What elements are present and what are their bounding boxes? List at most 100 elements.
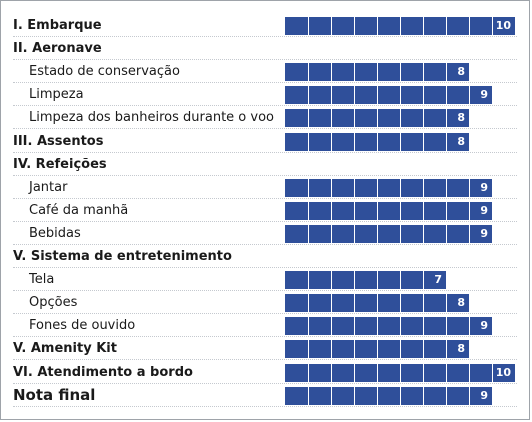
category-label: V. Amenity Kit [13,341,117,357]
row-gridline [13,59,517,61]
category-label: Tela [29,272,55,288]
category-label: III. Assentos [13,133,104,149]
bar-segment-divider [331,386,332,405]
score-value: 9 [480,203,488,217]
bar-segment-divider [446,294,447,313]
score-value: 8 [457,65,465,79]
bar-segment-divider [400,109,401,128]
chart-row: Tela 7 [13,268,517,292]
chart-row: III. Assentos 8 [13,130,517,153]
score-value: 9 [480,88,488,102]
bar-segment-divider [331,63,332,82]
bar-segment-divider [308,178,309,197]
bar-segment-divider [354,317,355,336]
category-label: Nota final [13,385,96,404]
bar-segment-divider [423,132,424,151]
row-gridline [13,151,517,153]
bar-segment-divider [400,363,401,382]
category-label: IV. Refeições [13,156,107,172]
bar-segment-divider [446,86,447,105]
score-value: 10 [495,365,511,379]
score-value: 7 [434,273,442,287]
chart-row: V. Amenity Kit 8 [13,337,517,361]
score-bar: 7 [285,271,446,290]
bar-segment-divider [446,317,447,336]
chart-row: I. Embarque 10 [13,14,517,37]
bar-segment-divider [377,17,378,35]
bar-segment-divider [308,132,309,151]
bar-segment-divider [423,224,424,243]
chart-row: V. Sistema de entretenimento [13,245,517,268]
bar-segment-divider [308,340,309,359]
score-bar: 8 [285,132,469,151]
bar-segment-divider [423,363,424,382]
bar-segment-divider [469,386,470,405]
bar-segment-divider [331,178,332,197]
bar-segment-divider [308,294,309,313]
bar-segment-divider [331,271,332,290]
category-label: Limpeza dos banheiros durante o voo [29,110,274,126]
bar-segment-divider [331,363,332,382]
bar-segment-divider [377,86,378,105]
bar-segment-divider [308,17,309,35]
bar-segment-divider [331,317,332,336]
bar-segment-divider [469,17,470,35]
bar-segment-divider [331,132,332,151]
bar-segment-divider [377,317,378,336]
row-gridline [13,290,517,292]
chart-row: VI. Atendimento a bordo 10 [13,361,517,384]
bar-segment-divider [354,17,355,35]
bar-segment-divider [308,224,309,243]
category-label: II. Aeronave [13,41,102,57]
row-gridline [13,36,517,37]
bar-segment-divider [354,386,355,405]
row-gridline [13,82,517,84]
bar-segment-divider [446,132,447,151]
row-gridline [13,405,517,407]
chart-row: Limpeza 9 [13,83,517,107]
bar-segment-divider [492,17,493,35]
bar-segment-divider [423,271,424,290]
chart-row: Bebidas 9 [13,222,517,245]
row-gridline [13,336,517,338]
bar-segment-divider [469,86,470,105]
bar-segment-divider [377,271,378,290]
bar-segment-divider [469,201,470,220]
bar-segment-divider [400,224,401,243]
bar-segment-divider [308,271,309,290]
bar-segment-divider [354,63,355,82]
bar-segment-divider [308,317,309,336]
category-label: Bebidas [29,225,81,241]
bar-segment-divider [377,363,378,382]
bar-segment-divider [423,294,424,313]
chart-row: Opções 8 [13,291,517,315]
score-bar: 9 [285,317,492,336]
score-value: 9 [480,319,488,333]
bar-segment-divider [423,201,424,220]
bar-segment-divider [423,317,424,336]
bar-segment-divider [377,109,378,128]
category-label: I. Embarque [13,18,102,33]
bar-segment-divider [354,86,355,105]
bar-segment-divider [446,340,447,359]
bar-segment-divider [400,86,401,105]
bar-segment-divider [400,17,401,35]
bar-segment-divider [377,340,378,359]
bar-segment-divider [331,340,332,359]
category-label: Limpeza [29,87,84,103]
bar-segment-divider [308,386,309,405]
chart-row: Estado de conservação 8 [13,60,517,84]
bar-segment-divider [423,178,424,197]
category-label: Fones de ouvido [29,318,136,334]
bar-segment-divider [400,271,401,290]
bar-segment-divider [354,224,355,243]
bar-segment-divider [400,317,401,336]
category-label: V. Sistema de entretenimento [13,249,232,264]
chart-row: Jantar 9 [13,176,517,199]
row-gridline [13,359,517,361]
score-value: 8 [457,134,465,148]
row-gridline [13,267,517,268]
bar-segment-divider [446,224,447,243]
category-label: Opções [29,295,78,311]
bar-segment-divider [354,132,355,151]
